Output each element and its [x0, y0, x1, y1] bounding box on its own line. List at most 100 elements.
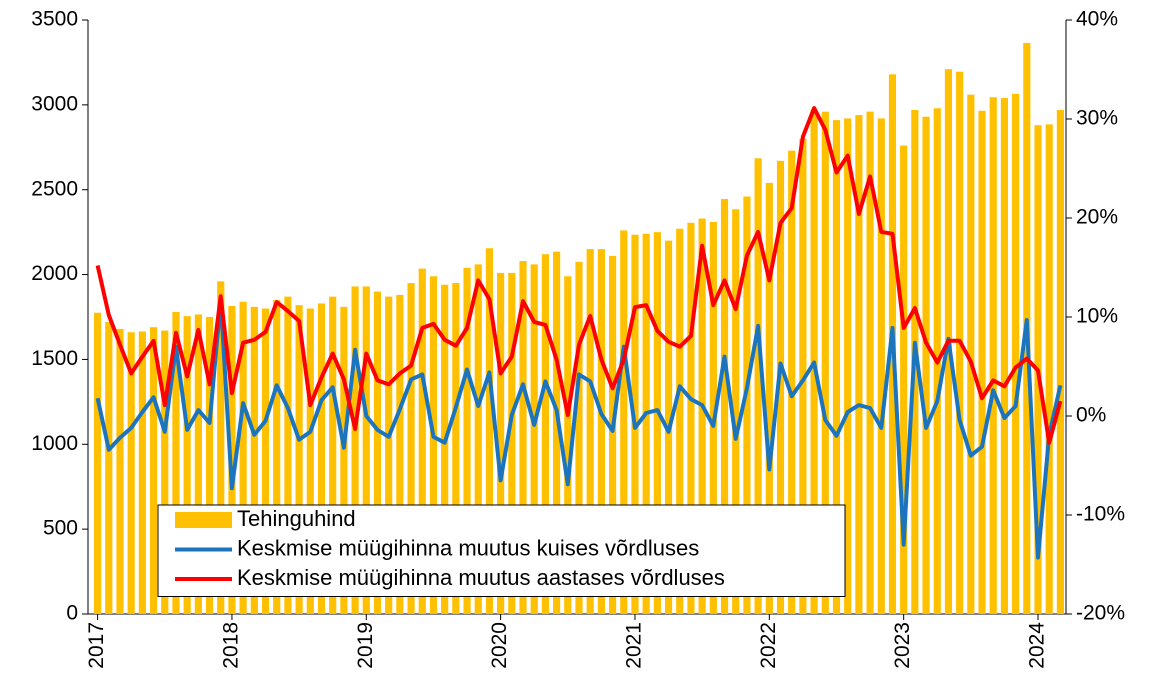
line: [95, 106, 1063, 445]
bar: [776, 160, 785, 614]
legend-swatch: [175, 512, 232, 528]
bar: [799, 138, 807, 615]
bar: [732, 209, 740, 614]
bar: [194, 314, 202, 614]
bar: [295, 305, 303, 614]
x-tick-label: 2023: [891, 622, 914, 669]
bar: [620, 230, 628, 614]
bar: [340, 306, 348, 614]
legend: Tehinguhind Keskmise müügihinna muutus ku…: [157, 504, 846, 597]
bar: [317, 303, 326, 614]
bar: [373, 291, 382, 614]
legend-label: Tehinguhind: [237, 506, 356, 531]
bar: [609, 255, 617, 614]
bar: [385, 296, 393, 614]
bar: [362, 286, 370, 614]
y2-tick-label: 30%: [1076, 107, 1118, 130]
bar: [273, 300, 281, 614]
bar: [754, 158, 762, 614]
y-tick-label: 2500: [31, 177, 78, 200]
bar: [900, 145, 908, 615]
y-tick-label: 2000: [31, 262, 78, 285]
bar: [821, 111, 829, 614]
bar: [508, 272, 516, 614]
y2-tick-label: 20%: [1076, 206, 1118, 229]
bar: [149, 327, 158, 614]
bar: [765, 182, 773, 614]
bar: [553, 251, 561, 614]
bar: [586, 249, 594, 614]
bar: [497, 272, 505, 614]
x-tick-label: 2020: [488, 622, 511, 669]
y2-tick-label: 10%: [1076, 305, 1118, 328]
bar: [564, 276, 572, 614]
bar: [485, 248, 494, 614]
line: [95, 298, 1063, 560]
bar: [239, 301, 247, 614]
bar: [463, 267, 471, 614]
bar: [217, 281, 225, 614]
bar: [698, 218, 706, 614]
bar: [183, 316, 191, 614]
x-tick-label: 2022: [757, 622, 780, 669]
bar: [127, 332, 135, 614]
y-tick-label: 1500: [31, 347, 78, 370]
bar: [922, 116, 930, 614]
bar: [138, 331, 146, 614]
bar: [967, 94, 975, 614]
bar: [474, 264, 482, 614]
bar: [855, 115, 863, 614]
bar: [94, 312, 102, 614]
y2-tick-label: -20%: [1076, 602, 1125, 625]
bar: [418, 268, 426, 614]
legend-label: Keskmise müügihinna muutus aastases võrd…: [237, 565, 725, 590]
y2-tick-label: 0%: [1076, 404, 1106, 427]
bar: [743, 196, 751, 614]
bar: [687, 222, 695, 614]
bar: [261, 308, 270, 614]
bar: [676, 228, 684, 614]
y2-tick-label: -10%: [1076, 503, 1125, 526]
bar: [1056, 109, 1064, 614]
y-tick-label: 3500: [31, 8, 78, 31]
y-tick-label: 0: [66, 602, 78, 625]
bar: [284, 296, 292, 614]
bar: [720, 199, 729, 614]
y2-tick-label: 40%: [1076, 8, 1118, 31]
x-tick-label: 2018: [219, 622, 242, 669]
bar: [541, 254, 549, 614]
bar: [788, 150, 796, 614]
bar: [653, 232, 661, 614]
bar: [832, 120, 841, 614]
bar: [1045, 124, 1053, 615]
legend-label: Keskmise müügihinna muutus kuises võrdlu…: [237, 535, 699, 560]
bar: [575, 261, 583, 614]
bar: [597, 249, 605, 614]
bar: [877, 118, 885, 614]
bar: [161, 330, 169, 614]
bar: [530, 264, 538, 614]
bar: [978, 110, 986, 614]
bar: [351, 286, 359, 614]
bar: [172, 311, 180, 614]
bar: [329, 296, 337, 614]
x-tick-label: 2019: [354, 622, 377, 669]
bar: [429, 276, 438, 614]
bar: [105, 322, 113, 614]
legend-box: [157, 504, 846, 597]
bar: [116, 328, 124, 614]
bar: [1012, 93, 1020, 615]
bar: [250, 306, 258, 614]
bar: [1000, 98, 1009, 614]
x-tick-label: 2017: [85, 622, 108, 669]
y-tick-label: 500: [43, 517, 78, 540]
bar: [205, 317, 214, 614]
bar: [441, 284, 449, 614]
bar: [866, 111, 874, 614]
bar: [306, 308, 314, 614]
bar: [407, 283, 415, 614]
bar: [452, 283, 460, 614]
bar: [844, 118, 852, 614]
y-tick-label: 1000: [31, 432, 78, 455]
